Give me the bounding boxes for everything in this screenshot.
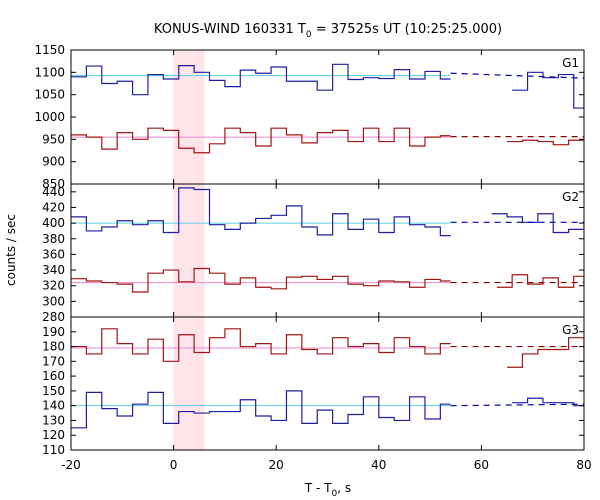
x-tick-label: 0 bbox=[170, 458, 178, 472]
histogram-series-late bbox=[491, 213, 584, 234]
panel-label-G1: G1 bbox=[562, 56, 579, 70]
y-tick-label: 120 bbox=[42, 428, 65, 442]
y-tick-label: 110 bbox=[42, 443, 65, 457]
y-tick-label: 440 bbox=[42, 185, 65, 199]
x-tick-label: 20 bbox=[269, 458, 284, 472]
histogram-series bbox=[71, 187, 451, 237]
chart-title: KONUS-WIND 160331 T0 = 37525s UT (10:25:… bbox=[154, 22, 502, 40]
panel-label-G3: G3 bbox=[562, 323, 579, 337]
y-tick-label: 340 bbox=[42, 263, 65, 277]
x-axis-label: T - T0, s bbox=[304, 481, 351, 499]
y-tick-label: 170 bbox=[42, 354, 65, 368]
histogram-series-late bbox=[507, 337, 584, 368]
histogram-series bbox=[71, 63, 451, 96]
y-tick-label: 1150 bbox=[34, 43, 65, 57]
y-tick-label: 380 bbox=[42, 232, 65, 246]
y-tick-label: 1000 bbox=[34, 110, 65, 124]
panel-frame bbox=[70, 316, 585, 451]
panel-label-G2: G2 bbox=[562, 190, 579, 204]
y-tick-label: 140 bbox=[42, 399, 65, 413]
background-extrapolation-dash bbox=[450, 72, 584, 79]
y-tick-label: 1100 bbox=[34, 65, 65, 79]
y-tick-label: 280 bbox=[42, 310, 65, 324]
y-tick-label: 180 bbox=[42, 340, 65, 354]
y-tick-label: 950 bbox=[42, 132, 65, 146]
y-tick-label: 190 bbox=[42, 325, 65, 339]
background-extrapolation-dash bbox=[450, 403, 584, 407]
y-tick-label: 130 bbox=[42, 413, 65, 427]
histogram-series-late bbox=[512, 71, 584, 109]
x-tick-label: 60 bbox=[474, 458, 489, 472]
x-tick-label: 80 bbox=[576, 458, 591, 472]
histogram-series-late bbox=[507, 137, 584, 146]
x-tick-label: 40 bbox=[371, 458, 386, 472]
highlight-band bbox=[173, 50, 205, 450]
histogram-series bbox=[71, 328, 451, 362]
y-axis-label: counts / sec bbox=[4, 214, 18, 286]
panel-G2 bbox=[71, 187, 584, 293]
y-tick-label: 150 bbox=[42, 384, 65, 398]
histogram-series-late bbox=[496, 274, 584, 288]
panel-frame bbox=[70, 49, 585, 185]
histogram-series bbox=[71, 267, 451, 293]
panel-G3 bbox=[71, 328, 584, 429]
y-tick-label: 160 bbox=[42, 369, 65, 383]
panel-frame bbox=[70, 183, 585, 318]
x-tick-label: -20 bbox=[61, 458, 81, 472]
y-tick-label: 420 bbox=[42, 200, 65, 214]
y-tick-label: 1050 bbox=[34, 88, 65, 102]
plot-area: 8509009501000105011001150G12803003203403… bbox=[34, 43, 591, 472]
y-tick-label: 360 bbox=[42, 247, 65, 261]
histogram-series bbox=[71, 127, 451, 154]
y-tick-label: 850 bbox=[42, 177, 65, 191]
y-tick-label: 320 bbox=[42, 279, 65, 293]
y-tick-label: 400 bbox=[42, 216, 65, 230]
histogram-series bbox=[71, 390, 451, 429]
panel-G1 bbox=[71, 63, 584, 154]
y-tick-label: 300 bbox=[42, 294, 65, 308]
y-tick-label: 900 bbox=[42, 155, 65, 169]
